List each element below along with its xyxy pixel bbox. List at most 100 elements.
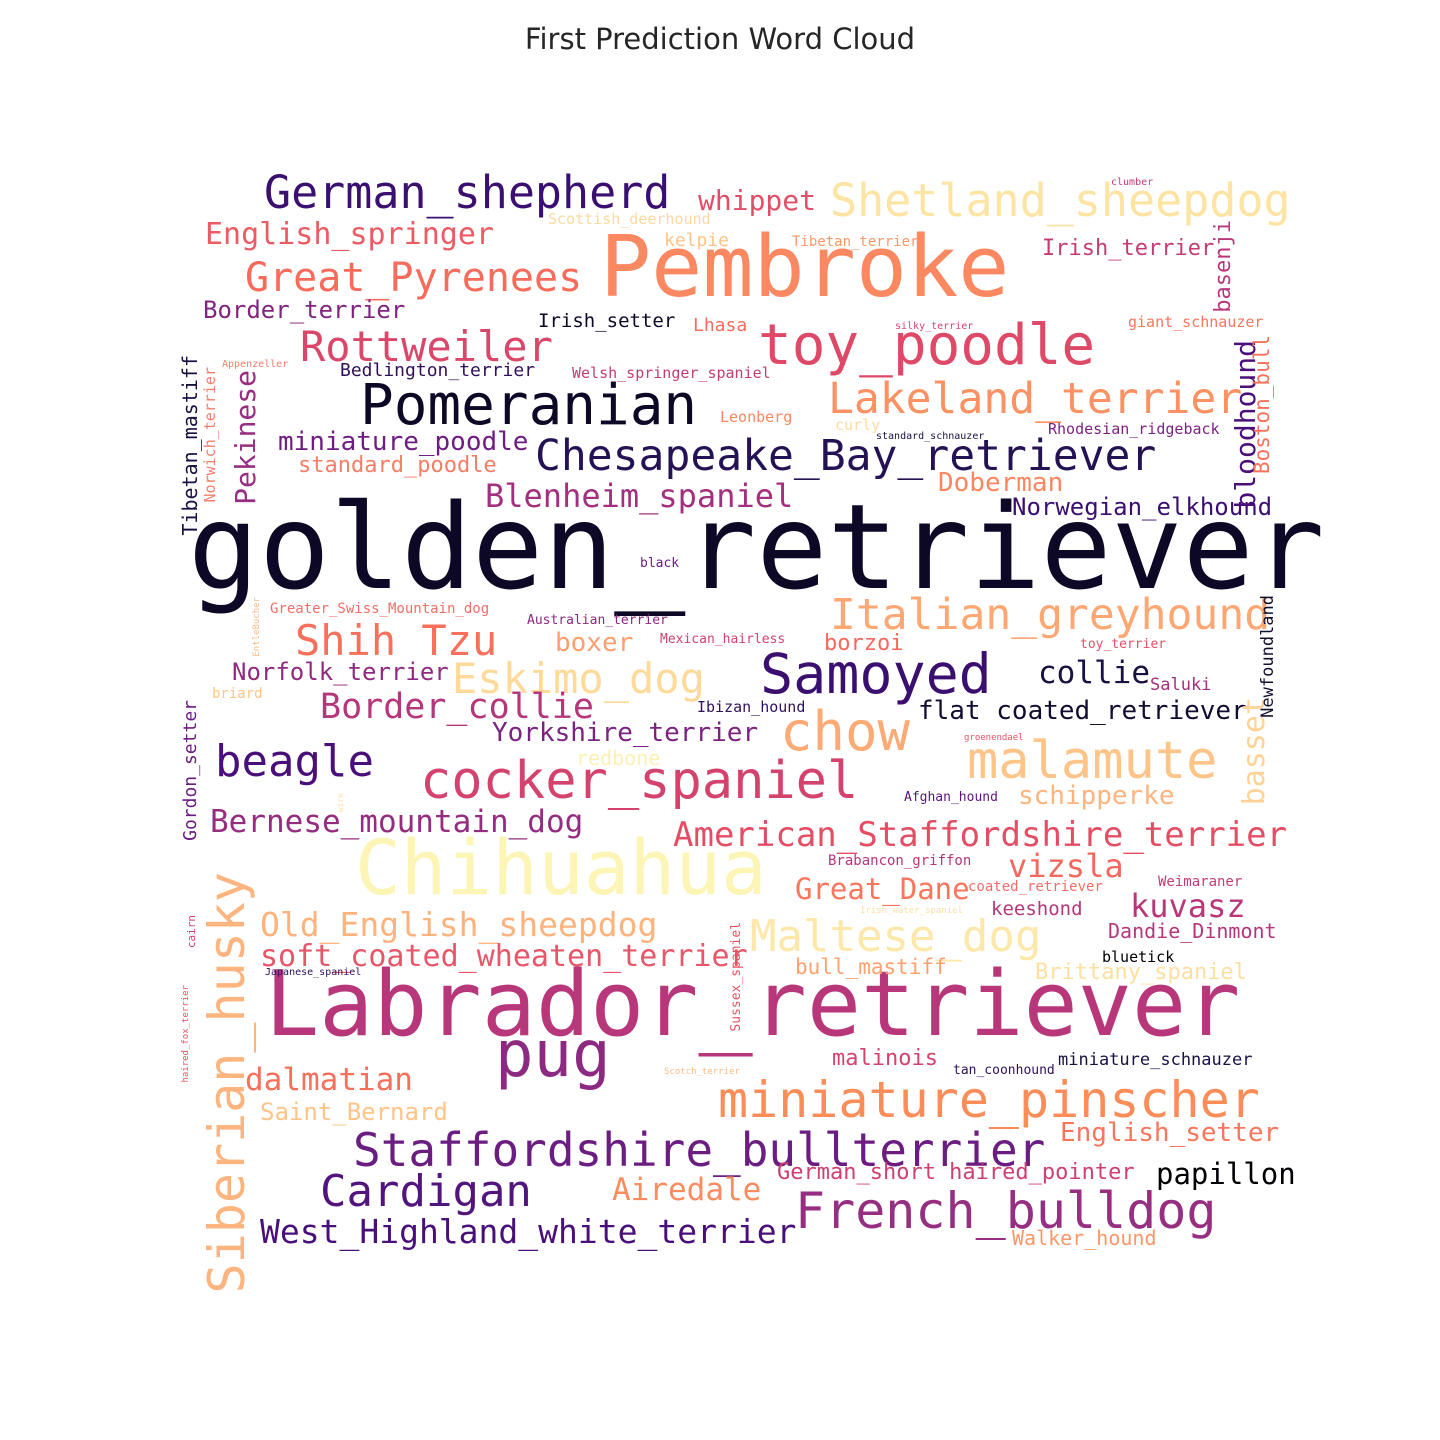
word-standard-schnauzer: standard_schnauzer bbox=[876, 431, 985, 442]
word-whippet: whippet bbox=[698, 184, 817, 217]
word-dandie-dinmont: Dandie_Dinmont bbox=[1108, 919, 1277, 943]
word-french-bulldog: French_bulldog bbox=[795, 1182, 1217, 1240]
word-brittany-spaniel: Brittany_spaniel bbox=[1035, 960, 1247, 985]
word-west-highland-white-terrier: West_Highland_white_terrier bbox=[260, 1212, 797, 1251]
word-pembroke: Pembroke bbox=[600, 218, 1010, 317]
word-doberman: Doberman bbox=[938, 468, 1064, 498]
word-miniature-schnauzer: miniature_schnauzer bbox=[1058, 1050, 1253, 1070]
word-kelpie: kelpie bbox=[664, 230, 730, 251]
word-old-english-sheepdog: Old_English_sheepdog bbox=[260, 905, 658, 944]
word-curly: curly bbox=[835, 416, 881, 434]
word-italian-greyhound: Italian_greyhound bbox=[830, 590, 1271, 640]
word-newfoundland: Newfoundland bbox=[1258, 595, 1278, 718]
word-rhodesian-ridgeback: Rhodesian_ridgeback bbox=[1048, 420, 1220, 438]
word-black: black bbox=[640, 556, 680, 571]
word-beagle: beagle bbox=[215, 736, 374, 787]
word-silky-terrier: silky_terrier bbox=[895, 321, 974, 332]
word-tibetan-terrier: Tibetan_terrier bbox=[792, 234, 919, 250]
word-samoyed: Samoyed bbox=[760, 642, 992, 706]
chart-title: First Prediction Word Cloud bbox=[524, 22, 916, 56]
word-toy-terrier: toy_terrier bbox=[1080, 637, 1167, 652]
word-bluetick: bluetick bbox=[1102, 948, 1175, 966]
word-afghan-hound: Afghan_hound bbox=[904, 790, 998, 805]
word-gordon-setter: Gordon_setter bbox=[180, 700, 201, 841]
word-flat-coated-retriever: flat coated_retriever bbox=[918, 696, 1247, 726]
word-golden-retriever: golden_retriever bbox=[188, 478, 1325, 616]
word-english-springer: English_springer bbox=[205, 217, 494, 252]
word-bedlington-terrier: Bedlington_terrier bbox=[340, 360, 536, 381]
word-australian-terrier: Australian_terrier bbox=[527, 613, 668, 628]
word-miniature-poodle: miniature_poodle bbox=[278, 427, 529, 457]
word-leonberg: Leonberg bbox=[720, 408, 793, 426]
word-chow: chow bbox=[780, 700, 911, 763]
word-cairn: cairn bbox=[185, 915, 198, 949]
word-chesapeake-bay-retriever: Chesapeake_Bay_retriever bbox=[535, 431, 1157, 481]
word-shih-tzu: Shih Tzu bbox=[295, 616, 498, 665]
word-saint-bernard: Saint_Bernard bbox=[260, 1098, 448, 1126]
word-standard-poodle: standard_poodle bbox=[298, 453, 497, 478]
word-norwegian-elkhound: Norwegian_elkhound bbox=[1012, 493, 1273, 521]
word-vizsla: vizsla bbox=[1008, 847, 1124, 885]
word-giant-schnauzer: giant_schnauzer bbox=[1128, 313, 1264, 331]
word-german-short-haired-pointer: German_short haired_pointer bbox=[777, 1160, 1135, 1185]
word-haired-fox-terrier: haired_fox_terrier bbox=[181, 985, 191, 1083]
word-groenendael: groenendael bbox=[964, 733, 1024, 743]
word-brabancon-griffon: Brabancon_griffon bbox=[828, 853, 972, 869]
word-bull-mastiff: bull_mastiff bbox=[795, 955, 947, 979]
word-tibetan-mastiff: Tibetan_mastiff bbox=[178, 355, 202, 536]
word-rottweiler: Rottweiler bbox=[300, 322, 553, 371]
word-borzoi: borzoi bbox=[824, 631, 904, 656]
word-welsh-springer-spaniel: Welsh_springer_spaniel bbox=[572, 364, 771, 382]
word-ibizan-hound: Ibizan_hound bbox=[697, 698, 806, 716]
word-cloud: golden_retriever Labrador_retriever Pembro… bbox=[178, 166, 1325, 1293]
word-miniature-pinscher: miniature_pinscher bbox=[718, 1071, 1260, 1129]
word-coated-retriever: coated_retriever bbox=[968, 879, 1103, 895]
word-bernese-mountain-dog: Bernese_mountain_dog bbox=[210, 804, 584, 840]
word-japanese-spaniel: Japanese_spaniel bbox=[265, 967, 362, 978]
word-border-collie: Border_collie bbox=[320, 687, 594, 727]
word-boston-bull: Boston_bull bbox=[1250, 335, 1274, 475]
word-blenheim-spaniel: Blenheim_spaniel bbox=[485, 477, 794, 515]
word-keeshond: keeshond bbox=[991, 898, 1083, 920]
word-clumber: clumber bbox=[1111, 177, 1154, 188]
word-boxer: boxer bbox=[555, 628, 634, 658]
word-great-dane: Great_Dane bbox=[795, 872, 970, 906]
word-lakeland-terrier: Lakeland_terrier bbox=[828, 374, 1243, 424]
word-irish-setter: Irish_setter bbox=[538, 310, 676, 332]
word-sussex-spaniel: Sussex_spaniel bbox=[729, 922, 744, 1032]
word-dalmatian: dalmatian bbox=[245, 1062, 413, 1098]
word-shetland-sheepdog: Shetland_sheepdog bbox=[830, 174, 1291, 227]
word-cocker-spaniel: cocker_spaniel bbox=[420, 751, 859, 811]
word-lhasa: Lhasa bbox=[693, 315, 748, 336]
word-maltese-dog: Maltese_dog bbox=[750, 911, 1042, 962]
word-schipperke: schipperke bbox=[1018, 781, 1175, 811]
word-briard: briard bbox=[212, 686, 263, 702]
word-kuvasz: kuvasz bbox=[1130, 887, 1246, 925]
word-pug: pug bbox=[495, 1018, 611, 1092]
word-redbone: redbone bbox=[576, 746, 661, 770]
word-collie: collie bbox=[1038, 655, 1150, 691]
word-great-pyrenees: Great_Pyrenees bbox=[245, 255, 583, 301]
word-airedale: Airedale bbox=[612, 1172, 762, 1208]
word-appenzeller: Appenzeller bbox=[222, 359, 289, 370]
word-papillon: papillon bbox=[1156, 1157, 1296, 1191]
word-scotch-terrier: Scotch_terrier bbox=[664, 1067, 740, 1077]
word-chihuahua: Chihuahua bbox=[355, 823, 767, 912]
word-saluki: Saluki bbox=[1150, 675, 1212, 695]
word-entlebucher: EntleBucher bbox=[252, 597, 262, 657]
word-wire: wire bbox=[336, 793, 345, 813]
word-border-terrier: Border_terrier bbox=[203, 296, 406, 324]
word-staffordshire-bullterrier: Staffordshire_bullterrier bbox=[353, 1123, 1046, 1177]
word-greater-swiss-mountain-dog: Greater_Swiss_Mountain_dog bbox=[270, 601, 490, 617]
word-tan-coonhound: tan_coonhound bbox=[953, 1063, 1055, 1078]
word-labrador-retriever: Labrador_retriever bbox=[265, 952, 1241, 1057]
word-german-shepherd: German_shepherd bbox=[264, 166, 671, 219]
word-walker-hound: Walker_hound bbox=[1012, 1226, 1157, 1250]
word-malinois: malinois bbox=[832, 1046, 938, 1071]
word-malamute: malamute bbox=[967, 731, 1218, 791]
word-cardigan: Cardigan bbox=[320, 1166, 532, 1217]
word-eskimo-dog: Eskimo_dog bbox=[452, 654, 705, 703]
word-pekinese: Pekinese bbox=[229, 370, 262, 505]
word-norfolk-terrier: Norfolk_terrier bbox=[232, 658, 449, 686]
word-irish-water-spaniel: Irish_water_spaniel bbox=[860, 906, 963, 916]
